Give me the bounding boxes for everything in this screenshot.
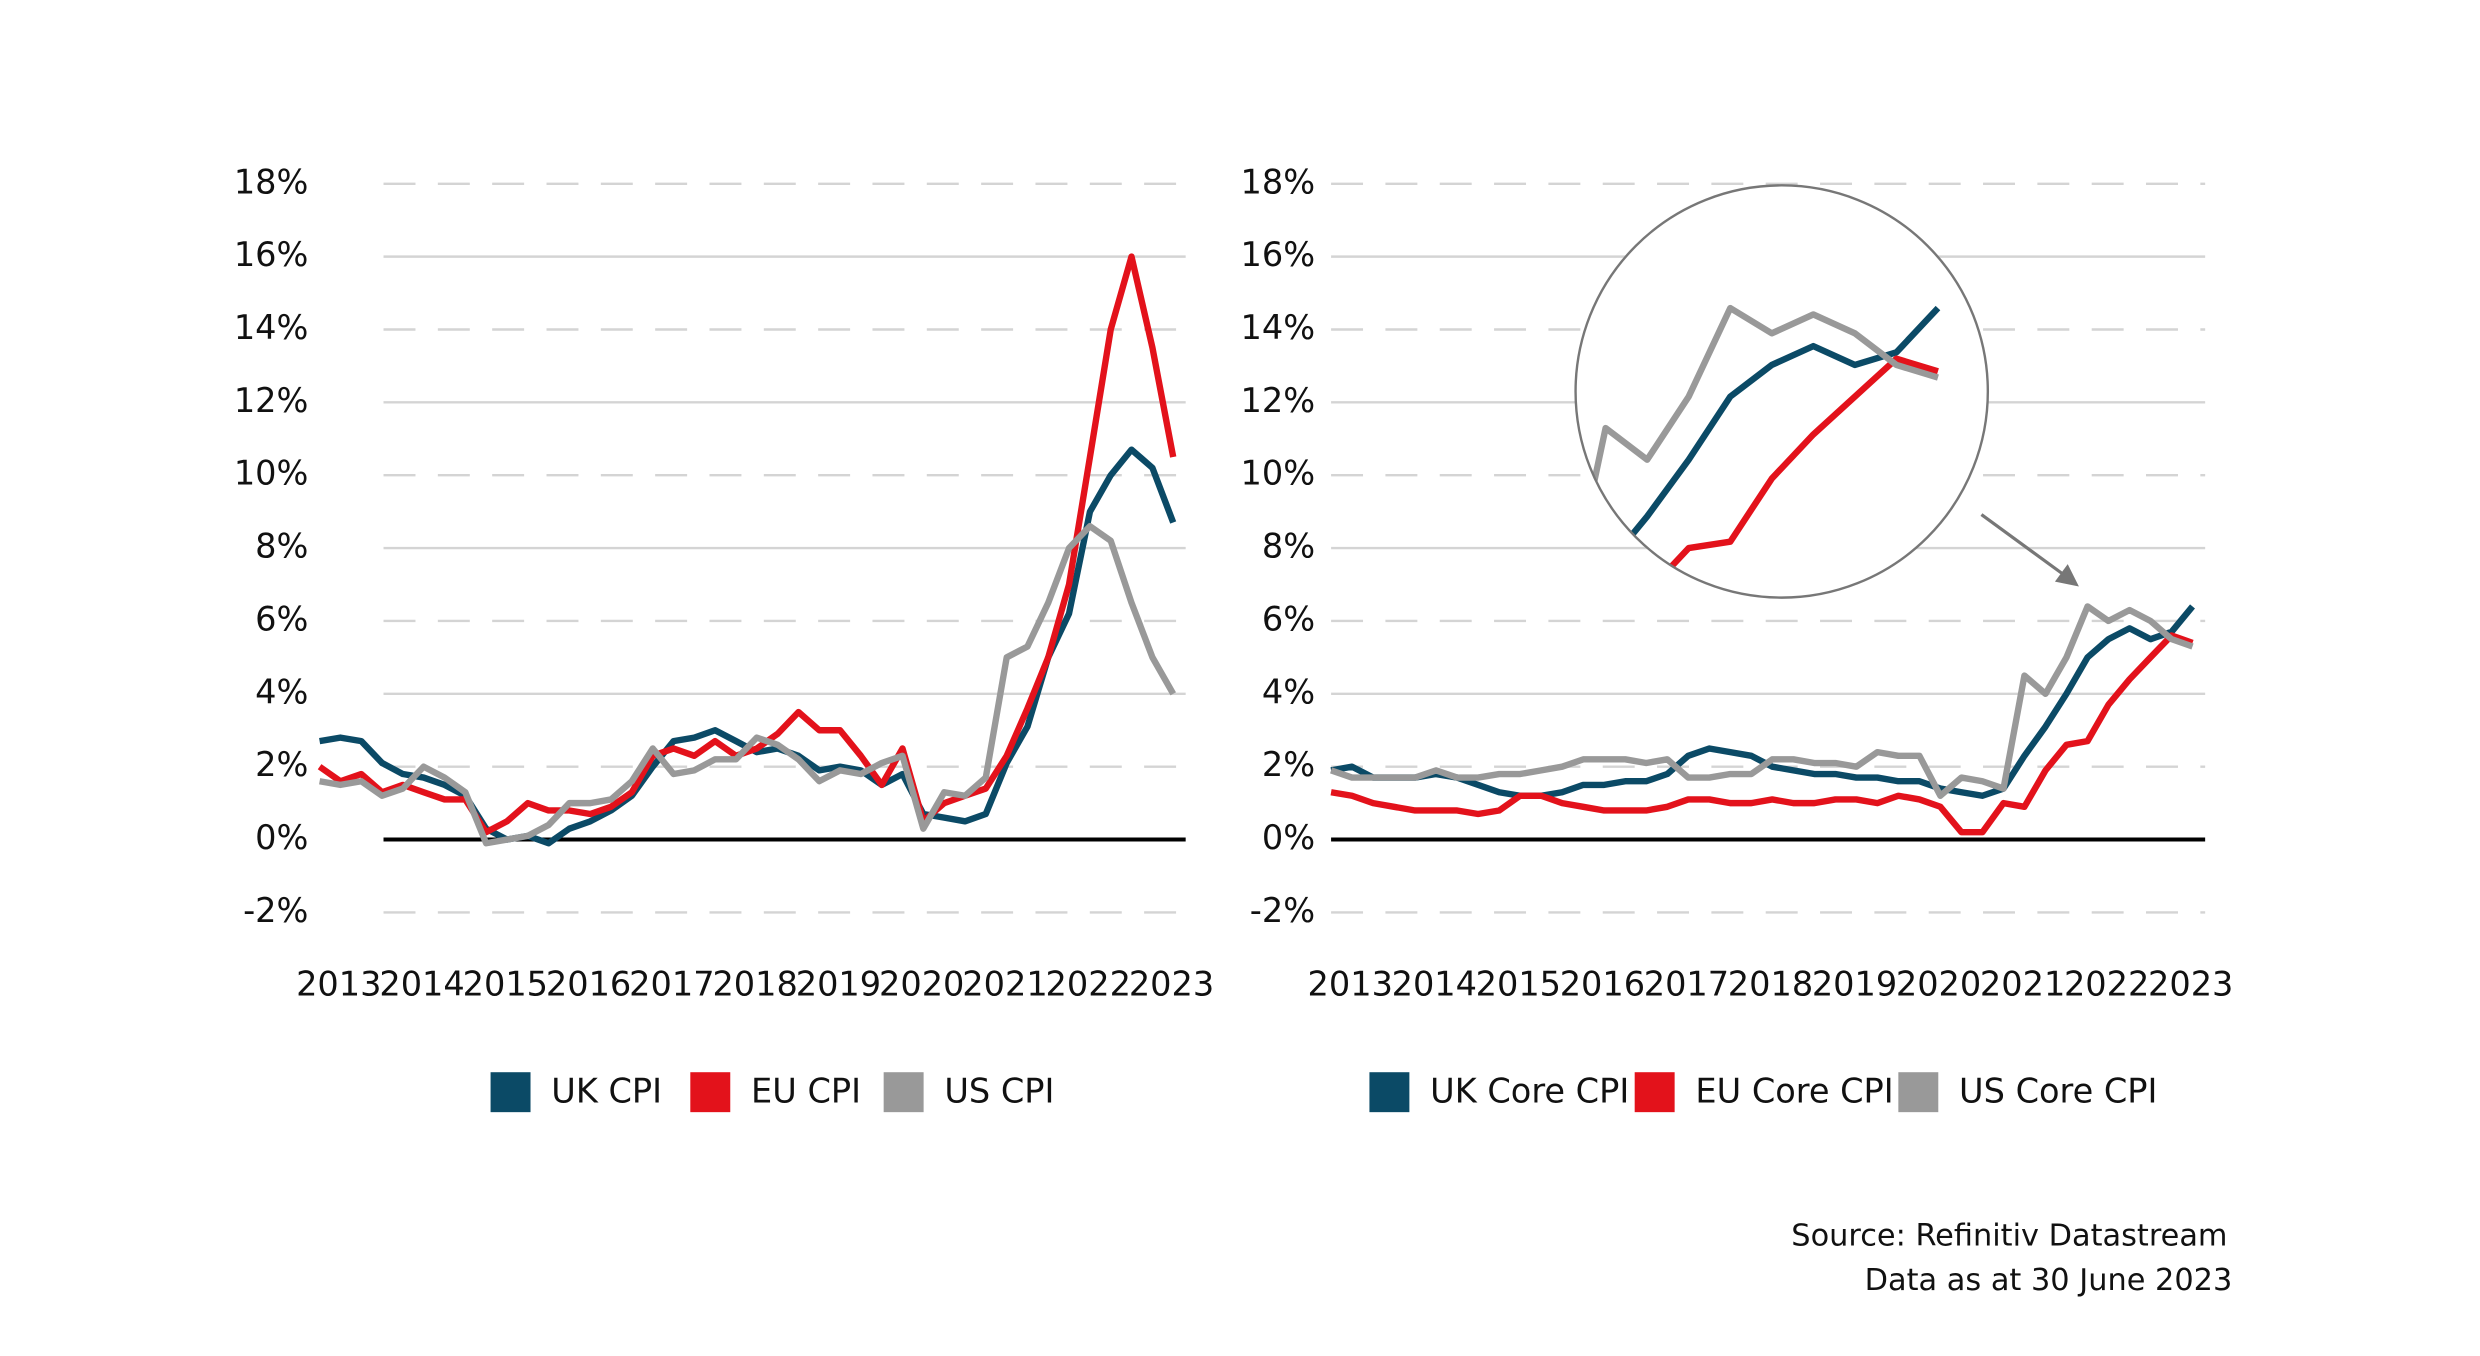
x-tick-label: 2016: [1560, 964, 1645, 1003]
x-tick-label: 2013: [296, 964, 381, 1003]
legend-swatch: [1369, 1072, 1410, 1113]
zoom-line: [1575, 304, 1939, 598]
x-tick-label: 2021: [962, 964, 1047, 1003]
y-tick-label: 8%: [1262, 527, 1315, 566]
x-tick-label: 2017: [1644, 964, 1729, 1003]
x-tick-label: 2014: [379, 964, 464, 1003]
legend-swatch: [1634, 1072, 1675, 1113]
x-tick-label: 2015: [463, 964, 548, 1003]
x-tick-label: 2023: [2148, 964, 2233, 1003]
y-tick-label: 4%: [255, 672, 308, 711]
x-tick-label: 2019: [1812, 964, 1897, 1003]
legend-label: EU CPI: [751, 1071, 861, 1110]
series-line: [319, 523, 1176, 847]
x-tick-label: 2016: [546, 964, 631, 1003]
x-tick-label: 2017: [629, 964, 714, 1003]
legend-label: UK CPI: [551, 1071, 662, 1110]
y-tick-label: -2%: [1250, 891, 1315, 930]
legend-swatch: [883, 1072, 924, 1113]
x-tick-label: 2015: [1476, 964, 1561, 1003]
x-tick-label: 2023: [1129, 964, 1214, 1003]
zoom-arrowhead: [2054, 564, 2079, 587]
y-tick-label: 2%: [255, 745, 308, 784]
x-tick-label: 2018: [1728, 964, 1813, 1003]
x-tick-label: 2014: [1392, 964, 1477, 1003]
series-line: [319, 446, 1177, 847]
x-tick-label: 2021: [1980, 964, 2065, 1003]
legend-swatch: [490, 1072, 531, 1113]
y-tick-label: 12%: [1241, 381, 1316, 420]
y-tick-label: 6%: [255, 599, 308, 638]
y-tick-label: 18%: [1241, 162, 1316, 201]
series-line: [1330, 603, 2194, 799]
date-note: Data as at 30 June 2023: [1865, 1263, 2233, 1298]
y-tick-label: 6%: [1262, 599, 1315, 638]
y-tick-label: 10%: [234, 454, 309, 493]
y-tick-label: 2%: [1262, 745, 1315, 784]
y-tick-label: 12%: [234, 381, 309, 420]
legend-label: US Core CPI: [1959, 1071, 2157, 1110]
x-tick-label: 2018: [712, 964, 797, 1003]
y-tick-label: -2%: [243, 891, 308, 930]
y-tick-label: 0%: [255, 818, 308, 857]
zoom-frame: [1574, 184, 1990, 599]
x-tick-label: 2022: [1046, 964, 1131, 1003]
source-note: Source: Refinitiv Datastream: [1791, 1218, 2227, 1253]
legend-swatch: [1898, 1072, 1939, 1113]
legend-swatch: [690, 1072, 731, 1113]
legend-label: UK Core CPI: [1430, 1071, 1629, 1110]
zoom-arrow: [1980, 513, 2066, 577]
x-tick-label: 2019: [796, 964, 881, 1003]
y-tick-label: 14%: [234, 308, 309, 347]
y-tick-label: 16%: [234, 235, 309, 274]
legend-label: EU Core CPI: [1695, 1071, 1893, 1110]
y-tick-label: 10%: [1241, 454, 1316, 493]
x-tick-label: 2013: [1308, 964, 1393, 1003]
legend-label: US CPI: [944, 1071, 1054, 1110]
y-tick-label: 4%: [1262, 672, 1315, 711]
series-line: [1330, 632, 2194, 836]
y-tick-label: 16%: [1241, 235, 1316, 274]
x-tick-label: 2022: [2064, 964, 2149, 1003]
y-tick-label: 8%: [255, 527, 308, 566]
series-line: [1330, 604, 2195, 799]
zoom-line: [1575, 305, 1941, 598]
y-tick-label: 0%: [1262, 818, 1315, 857]
y-tick-label: 14%: [1241, 308, 1316, 347]
y-tick-label: 18%: [234, 162, 309, 201]
x-tick-label: 2020: [879, 964, 964, 1003]
x-tick-label: 2020: [1896, 964, 1981, 1003]
zoom-backdrop: [1575, 185, 1988, 598]
